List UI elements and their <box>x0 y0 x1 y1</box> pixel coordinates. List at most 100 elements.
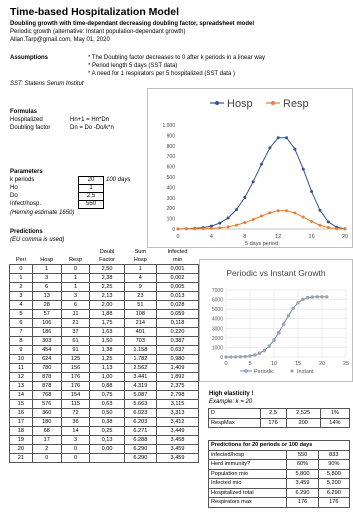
data-point <box>218 226 222 230</box>
table-cell: 3,458 <box>156 435 199 445</box>
table-cell: 21 <box>9 453 33 463</box>
table-row: 10 624 125 1,25 1.782 0,980 <box>9 354 199 364</box>
x-tick-label: 15 <box>295 361 301 367</box>
data-point <box>293 147 297 151</box>
table-cell: 8 <box>9 336 33 346</box>
assumption-item: * Period length 5 days (SST data) <box>88 63 178 69</box>
table-row: 20 2 0 0,00 6.290 3,459 <box>9 444 199 454</box>
y-tick-label: 500 <box>167 175 176 181</box>
table-cell: RespMax <box>208 417 261 428</box>
data-point <box>251 218 255 222</box>
data-point <box>343 227 347 231</box>
table-cell: 2,5 <box>259 408 287 419</box>
table-cell: 3,449 <box>156 426 199 436</box>
data-point <box>301 167 305 171</box>
table-cell: 176 <box>259 417 287 428</box>
table-cell: 401 <box>123 327 158 337</box>
data-point <box>234 223 238 227</box>
hosp-resp-chart-svg: 1.000 900 800 700 600 500 400 300 200 100 00 4 8 12 16… <box>162 98 348 247</box>
x-tick-label: 0 <box>176 234 179 240</box>
table-cell: D <box>208 408 261 419</box>
data-point <box>209 226 213 230</box>
table-cell: 703 <box>123 336 158 346</box>
data-point <box>276 209 280 213</box>
table-cell: 14 <box>60 426 91 436</box>
table-cell: 180 <box>31 417 62 427</box>
table-cell: 2,00 <box>89 300 125 310</box>
table-cell: 2,38 <box>89 273 125 283</box>
table-row: 14 768 154 0,75 5.087 2,798 <box>9 390 199 400</box>
table-cell: 0 <box>60 264 91 274</box>
table-cell: 90% <box>317 459 351 470</box>
table-cell: 57 <box>31 309 62 319</box>
series-line-periodic <box>225 296 327 358</box>
y-tick-label: 900 <box>167 133 176 139</box>
x-tick-label: 10 <box>271 361 277 367</box>
table-cell: 0,637 <box>156 345 199 355</box>
param-infect-input[interactable]: 550 <box>78 200 104 209</box>
table-cell: 1,38 <box>89 345 125 355</box>
table-row: 4 28 6 2,00 51 0,028 <box>9 300 199 310</box>
table-cell: 3 <box>60 435 91 445</box>
param-name: Do <box>10 193 18 199</box>
table-cell: 5,800 <box>286 468 319 479</box>
table-cell: 0,00 <box>89 444 125 454</box>
data-point <box>201 227 205 231</box>
table-cell: 0,059 <box>156 309 199 319</box>
table-cell: infected/hosp <box>207 449 288 460</box>
table-cell: 454 <box>31 345 62 355</box>
table-cell: 1,892 <box>156 372 199 382</box>
table-cell: 13 <box>31 291 62 301</box>
table-row: 8 303 61 1,50 703 0,387 <box>9 336 199 346</box>
data-point <box>260 214 263 218</box>
y-tick-label: 800 <box>167 144 176 150</box>
table-cell <box>89 453 125 463</box>
data-point <box>272 339 276 343</box>
x-tick-label: 4 <box>210 234 213 240</box>
table-cell: 6 <box>60 300 91 310</box>
table-row: 13 878 176 0,88 4.319 2,375 <box>9 381 199 391</box>
table-cell: 200 <box>285 417 321 428</box>
x-tick-label: 16 <box>309 234 315 240</box>
table-cell: 6.271 <box>123 426 158 436</box>
predictions-table: Peri Hosp Resp Doubl Factor Sum Hosp Infected… <box>9 248 199 463</box>
table-row: infected/hosp 550 833 <box>207 449 351 460</box>
table-cell: 2,13 <box>89 291 125 301</box>
table-cell: 780 <box>31 363 62 373</box>
table-cell: 3,459 <box>156 444 199 454</box>
data-point <box>318 223 322 227</box>
table-cell: 0,387 <box>156 336 199 346</box>
header-line: Periodic growth (alternative: Instant po… <box>10 29 186 35</box>
y-tick-label: 5000 <box>212 307 223 313</box>
table-cell: 1.158 <box>123 345 158 355</box>
data-point <box>326 220 330 224</box>
table-cell: 61 <box>60 336 91 346</box>
data-point <box>268 146 272 150</box>
table-cell: 1 <box>60 282 91 292</box>
predictions-header-cell: Resp <box>69 257 83 263</box>
periodic-vs-instant-chart-svg: Periodic vs Instant Growth 7000 6000 5000 40… <box>212 268 349 375</box>
table-row: 2 6 1 2,25 9 0,005 <box>9 282 199 292</box>
table-cell: 0,118 <box>156 318 199 328</box>
table-cell: 0,005 <box>156 282 199 292</box>
table-cell: 21 <box>60 318 91 328</box>
table-cell: Herd immunity? <box>207 459 288 470</box>
table-cell: 6.290 <box>286 487 319 498</box>
table-cell: Hospitalized total <box>207 487 288 498</box>
x-tick-label: 5 <box>248 361 251 367</box>
table-row: 9 454 91 1,38 1.158 0,637 <box>9 345 199 355</box>
table-cell: 1,88 <box>89 309 125 319</box>
table-cell: 1.782 <box>123 354 158 364</box>
table-cell: 23 <box>123 291 158 301</box>
y-tick-label: 300 <box>167 196 176 202</box>
table-cell: 0,38 <box>89 417 125 427</box>
table-cell: 214 <box>123 318 158 328</box>
data-point <box>224 355 228 359</box>
data-point <box>229 355 233 359</box>
table-cell: 91 <box>60 345 91 355</box>
table-cell: 9 <box>123 282 158 292</box>
table-cell: 3,115 <box>156 399 199 409</box>
table-cell: 37 <box>60 327 91 337</box>
data-point <box>268 211 272 215</box>
table-cell: 1% <box>319 408 351 419</box>
